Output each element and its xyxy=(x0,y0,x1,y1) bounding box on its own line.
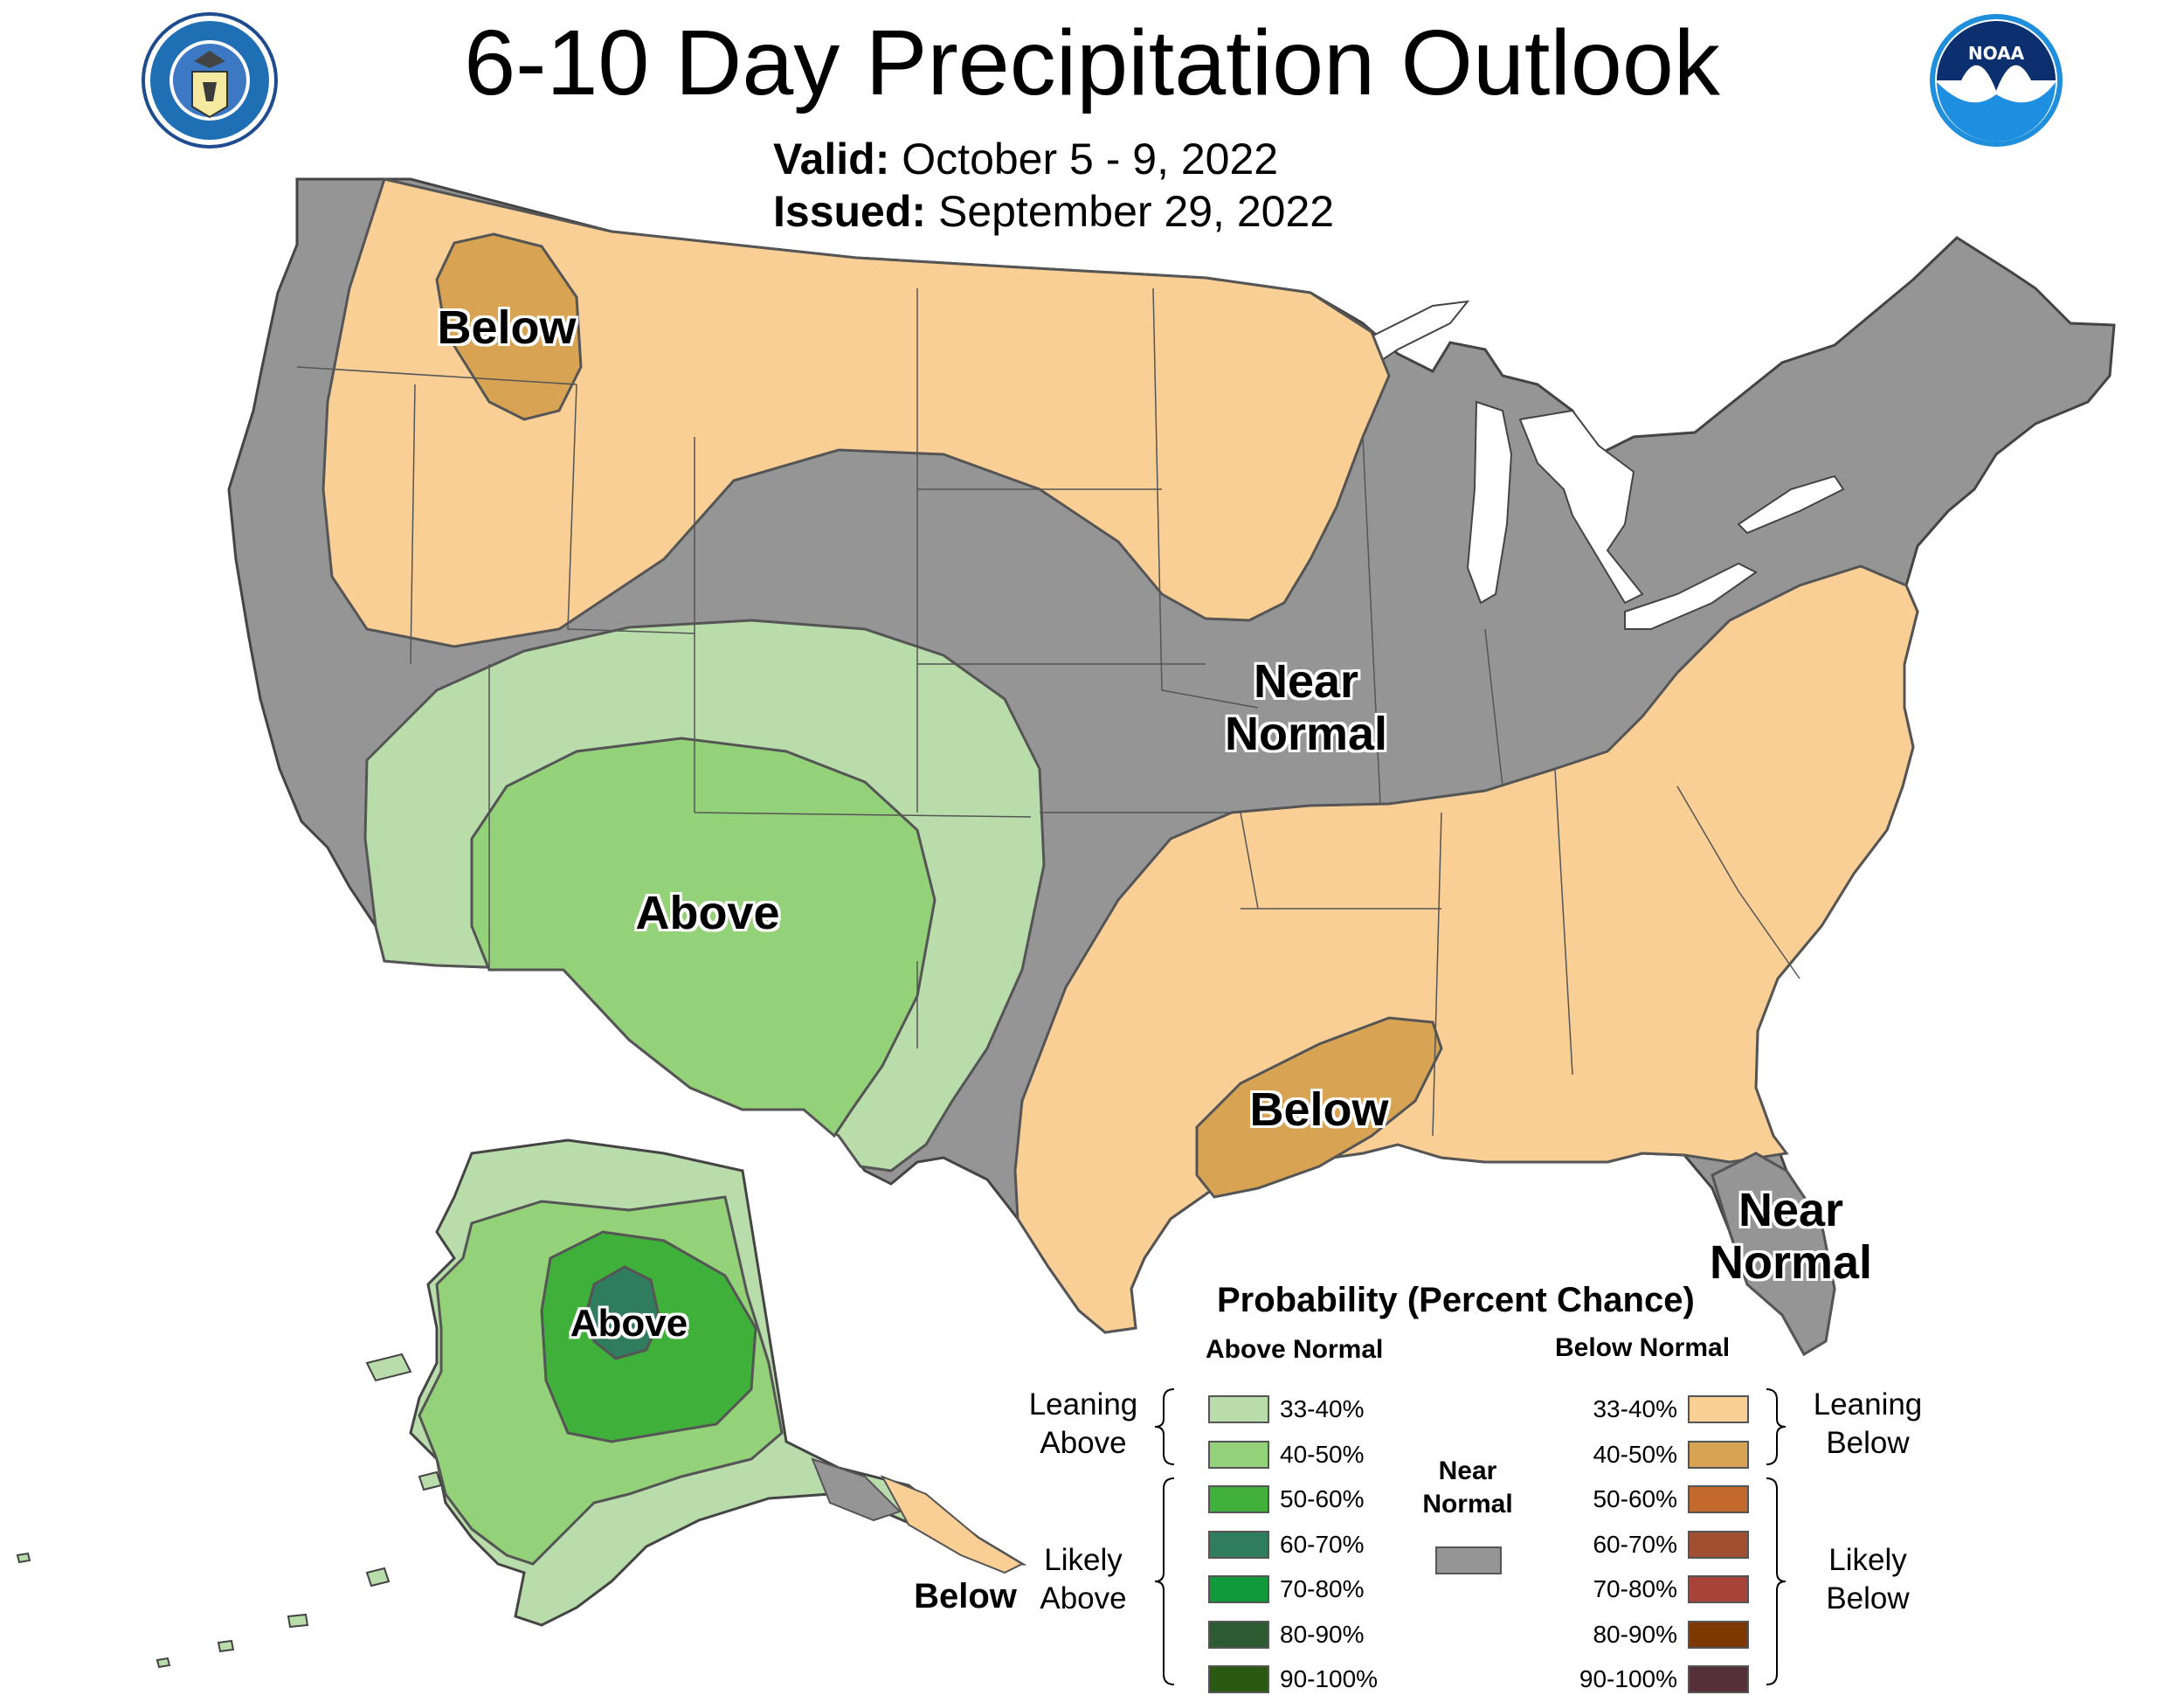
great-lakes xyxy=(1308,300,1845,630)
alaska-panhandle-below xyxy=(880,1475,1025,1574)
legend-above-swatch xyxy=(1208,1575,1269,1603)
region-label-south-below: Below xyxy=(1249,1083,1389,1136)
southwest-above-area xyxy=(470,737,936,1138)
legend-above-bin-label: 60-70% xyxy=(1280,1530,1365,1558)
legend-below-header: Below Normal xyxy=(1555,1333,1731,1362)
legend-above-bin-6: 80-90% xyxy=(1208,1619,1365,1650)
noaa-logo-text: NOAA xyxy=(1968,43,2025,64)
brace-likely-below xyxy=(1766,1477,1787,1685)
region-label-alaska-below: Below xyxy=(914,1577,1017,1615)
map-title: 6-10 Day Precipitation Outlook xyxy=(464,11,1720,114)
legend-title: Probability (Percent Chance) xyxy=(1217,1281,1695,1319)
issued-date: Issued: September 29, 2022 xyxy=(773,185,1334,238)
legend-above-bin-2: 40-50% xyxy=(1208,1439,1365,1470)
legend-below-bin-3: 50-60% xyxy=(1546,1484,1749,1515)
legend-above-swatch xyxy=(1208,1530,1269,1559)
legend-above-bin-1: 33-40% xyxy=(1208,1394,1365,1425)
region-label-florida-near-normal: Near Normal xyxy=(1709,1184,1873,1289)
legend-above-bin-4: 60-70% xyxy=(1208,1529,1365,1560)
region-label-central-near-normal: Near Normal xyxy=(1224,655,1388,760)
legend-below-swatch xyxy=(1688,1530,1749,1559)
brace-likely-above xyxy=(1154,1477,1175,1685)
legend-above-swatch xyxy=(1208,1440,1269,1469)
legend-likely-above-label: Likely Above xyxy=(1040,1543,1127,1615)
issued-label: Issued: xyxy=(773,187,927,236)
north-leaning-below-area xyxy=(321,177,1391,648)
region-label-southwest-above: Above xyxy=(635,887,780,939)
legend-leaning-below-label: Leaning Below xyxy=(1813,1387,1923,1460)
noaa-logo: NOAA xyxy=(1930,14,2063,147)
legend-above-swatch xyxy=(1208,1665,1269,1693)
legend-below-swatch xyxy=(1688,1665,1749,1693)
legend-below-swatch xyxy=(1688,1395,1749,1423)
legend-below-bin-label: 50-60% xyxy=(1593,1485,1677,1512)
alaska-60-70-area xyxy=(585,1265,661,1360)
legend-below-bin-7: 90-100% xyxy=(1546,1664,1749,1695)
legend-below-bin-5: 70-80% xyxy=(1546,1574,1749,1605)
legend-above-bin-label: 80-90% xyxy=(1280,1620,1365,1648)
south-below-area xyxy=(1195,1016,1443,1199)
legend-below-bin-label: 33-40% xyxy=(1593,1395,1677,1422)
legend-above-header: Above Normal xyxy=(1206,1335,1384,1364)
legend-above-bin-label: 50-60% xyxy=(1280,1485,1365,1512)
aleutian-islands xyxy=(16,1353,443,1669)
brace-leaning-below xyxy=(1766,1388,1787,1465)
legend-above-bin-label: 90-100% xyxy=(1280,1665,1379,1692)
northwest-below-area xyxy=(435,232,583,421)
valid-label: Valid: xyxy=(773,135,890,183)
commerce-seal-logo xyxy=(142,12,278,149)
valid-dates: Valid: October 5 - 9, 2022 xyxy=(773,133,1278,185)
region-label-alaska-above: Above xyxy=(570,1302,688,1345)
legend-below-swatch xyxy=(1688,1620,1749,1649)
legend-below-bin-label: 60-70% xyxy=(1593,1530,1677,1558)
florida-near-normal-area xyxy=(1711,1152,1836,1357)
valid-value: October 5 - 9, 2022 xyxy=(902,135,1279,183)
legend-below-swatch xyxy=(1688,1485,1749,1513)
issued-value: September 29, 2022 xyxy=(937,187,1335,236)
legend-near-normal-swatch xyxy=(1435,1546,1502,1574)
alaska-panhandle-near xyxy=(811,1457,902,1522)
legend-below-bin-1: 33-40% xyxy=(1546,1394,1749,1425)
legend-near-normal-label: Near Normal xyxy=(1422,1456,1513,1519)
legend-below-bin-4: 60-70% xyxy=(1546,1529,1749,1560)
state-borders xyxy=(296,287,1800,1137)
legend-below-swatch xyxy=(1688,1575,1749,1603)
legend-below-swatch xyxy=(1688,1440,1749,1469)
legend-above-swatch xyxy=(1208,1485,1269,1513)
legend-below-bin-label: 40-50% xyxy=(1593,1440,1677,1468)
legend-above-swatch xyxy=(1208,1395,1269,1423)
legend-below-bin-label: 70-80% xyxy=(1593,1575,1677,1602)
region-label-northwest-below: Below xyxy=(437,301,577,354)
legend-below-bin-6: 80-90% xyxy=(1546,1619,1749,1650)
legend-above-bin-7: 90-100% xyxy=(1208,1664,1378,1695)
legend-below-bin-label: 80-90% xyxy=(1593,1620,1677,1648)
legend-above-bin-3: 50-60% xyxy=(1208,1484,1365,1515)
legend-above-swatch xyxy=(1208,1620,1269,1649)
legend-above-bin-label: 33-40% xyxy=(1280,1395,1365,1422)
legend-below-bin-label: 90-100% xyxy=(1579,1665,1677,1692)
legend-above-bin-label: 40-50% xyxy=(1280,1440,1365,1468)
legend-likely-below-label: Likely Below xyxy=(1826,1543,1910,1615)
legend-above-bin-label: 70-80% xyxy=(1280,1575,1365,1602)
legend-below-bin-2: 40-50% xyxy=(1546,1439,1749,1470)
legend-leaning-above-label: Leaning Above xyxy=(1028,1387,1138,1460)
brace-leaning-above xyxy=(1154,1388,1175,1465)
legend-above-bin-5: 70-80% xyxy=(1208,1574,1365,1605)
